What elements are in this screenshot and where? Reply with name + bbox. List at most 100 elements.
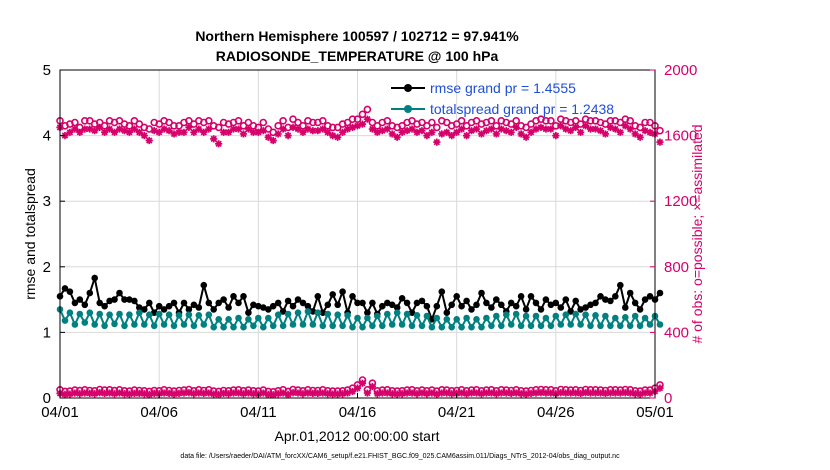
data-point bbox=[319, 125, 327, 133]
data-point bbox=[527, 128, 535, 136]
data-point bbox=[537, 322, 545, 330]
data-point bbox=[438, 288, 446, 296]
data-point bbox=[81, 389, 89, 397]
data-point bbox=[76, 390, 84, 398]
data-point bbox=[116, 310, 123, 318]
data-point bbox=[274, 311, 282, 319]
data-point bbox=[368, 382, 376, 391]
data-point bbox=[299, 390, 307, 398]
data-point bbox=[448, 301, 456, 309]
data-point bbox=[487, 117, 496, 125]
data-point bbox=[195, 389, 203, 397]
data-point bbox=[224, 128, 233, 136]
data-point bbox=[388, 321, 396, 328]
data-point bbox=[334, 311, 342, 319]
data-point bbox=[244, 389, 253, 397]
data-point bbox=[567, 127, 575, 135]
data-point bbox=[478, 289, 485, 297]
data-point bbox=[641, 314, 649, 322]
data-point bbox=[225, 316, 232, 323]
data-point bbox=[314, 309, 322, 317]
data-point bbox=[468, 323, 475, 331]
data-point bbox=[328, 123, 337, 132]
data-point bbox=[656, 384, 664, 392]
data-point bbox=[562, 311, 570, 319]
data-point bbox=[587, 322, 594, 330]
data-point bbox=[586, 389, 595, 397]
data-point bbox=[111, 320, 118, 328]
data-point bbox=[596, 127, 605, 135]
data-point bbox=[239, 122, 248, 130]
data-point bbox=[458, 389, 466, 397]
data-point bbox=[388, 390, 396, 398]
data-point bbox=[567, 321, 574, 328]
data-point bbox=[244, 125, 253, 133]
y-tick-label: 2 bbox=[43, 259, 51, 276]
data-point bbox=[96, 299, 103, 307]
data-point bbox=[200, 128, 208, 136]
data-point bbox=[160, 125, 168, 133]
data-point bbox=[646, 293, 654, 300]
data-point bbox=[383, 389, 391, 397]
data-point bbox=[200, 281, 208, 289]
data-point bbox=[423, 122, 431, 130]
data-point bbox=[155, 128, 163, 136]
data-point bbox=[220, 389, 228, 398]
data-point bbox=[507, 120, 516, 128]
data-point bbox=[636, 133, 644, 141]
data-point bbox=[105, 389, 114, 397]
data-point bbox=[190, 301, 198, 309]
data-point bbox=[607, 297, 614, 305]
data-point bbox=[537, 306, 545, 313]
x-axis: 04/01 04/06 04/11 04/16 04/21 04/26 05/01 bbox=[41, 393, 674, 421]
data-point bbox=[507, 321, 515, 328]
data-point bbox=[76, 128, 84, 136]
data-point bbox=[299, 299, 307, 307]
data-point bbox=[602, 312, 609, 320]
data-point bbox=[101, 389, 109, 398]
data-point bbox=[388, 301, 396, 309]
data-point bbox=[121, 296, 128, 303]
data-point bbox=[220, 323, 227, 331]
data-point bbox=[393, 304, 401, 311]
data-point bbox=[235, 299, 242, 307]
x-tick-label: 04/11 bbox=[240, 404, 276, 421]
y2-tick-label: 1200 bbox=[664, 193, 697, 210]
data-point bbox=[567, 308, 574, 315]
data-point bbox=[457, 117, 466, 125]
data-point bbox=[597, 322, 604, 330]
data-point bbox=[413, 390, 421, 398]
data-point bbox=[517, 130, 525, 138]
data-point bbox=[418, 297, 426, 305]
series-3 bbox=[56, 115, 664, 148]
data-point bbox=[264, 133, 272, 141]
data-point bbox=[309, 127, 317, 135]
data-point bbox=[616, 118, 625, 127]
data-point bbox=[542, 117, 550, 125]
data-point bbox=[348, 115, 357, 123]
data-point bbox=[274, 390, 282, 398]
data-point bbox=[428, 128, 436, 136]
data-point bbox=[607, 322, 614, 330]
data-point bbox=[71, 299, 79, 307]
data-point bbox=[91, 321, 98, 328]
data-point bbox=[314, 293, 322, 300]
data-point bbox=[136, 304, 143, 311]
data-point bbox=[150, 322, 158, 330]
data-point bbox=[120, 390, 129, 398]
data-point bbox=[160, 321, 168, 328]
data-point bbox=[279, 117, 287, 125]
data-point bbox=[91, 274, 98, 282]
y2-axis-label: # of obs: o=possible; ×=assimilated bbox=[689, 124, 705, 343]
data-point bbox=[259, 127, 267, 135]
data-point bbox=[245, 316, 252, 323]
data-point bbox=[463, 297, 470, 305]
data-point bbox=[527, 389, 535, 398]
data-point bbox=[210, 390, 218, 398]
data-point bbox=[289, 321, 297, 328]
data-point bbox=[279, 125, 287, 133]
series-1 bbox=[56, 306, 664, 331]
data-point bbox=[309, 321, 317, 328]
data-point bbox=[462, 122, 471, 130]
data-point bbox=[522, 312, 530, 320]
